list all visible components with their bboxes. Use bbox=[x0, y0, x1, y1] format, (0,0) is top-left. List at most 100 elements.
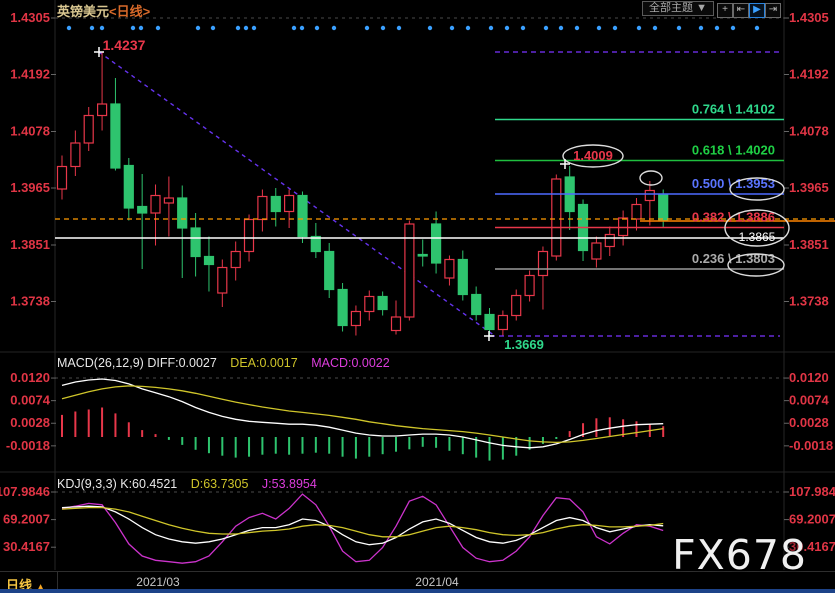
marker-dot bbox=[155, 25, 161, 31]
marker-dot bbox=[754, 25, 760, 31]
price-axis-label-right: 1.3738 bbox=[789, 294, 829, 309]
candle-body bbox=[537, 250, 549, 277]
marker-dot bbox=[636, 25, 642, 31]
high-price-label: 1.4237 bbox=[103, 37, 146, 53]
candle-body bbox=[243, 218, 255, 253]
macd-axis-label-right: 0.0074 bbox=[789, 393, 830, 408]
kdj-axis-label-left: 69.2007 bbox=[3, 512, 50, 527]
macd-axis-label-left: 0.0028 bbox=[10, 415, 50, 430]
candle-body bbox=[604, 233, 615, 248]
kdj-indicator-header[interactable]: KDJ(9,3,3) K:60.4521 D:63.7305 J:53.8954 bbox=[57, 477, 317, 491]
toolbar-iconset: + ⇤ ▶ ⇥ bbox=[717, 0, 781, 18]
candle-body bbox=[431, 223, 442, 264]
marker-dot bbox=[652, 25, 658, 31]
chart-title: 英镑美元<日线> bbox=[57, 1, 150, 20]
marker-dot bbox=[235, 25, 241, 31]
price-axis-label-left: 1.4192 bbox=[10, 67, 50, 82]
crosshair-icon[interactable]: + bbox=[717, 2, 733, 18]
candle-body bbox=[350, 310, 361, 327]
fib-236-ellipse bbox=[727, 253, 785, 277]
kdj-name: KDJ(9,3,3) bbox=[57, 477, 117, 491]
macd-diff-value: DIFF:0.0027 bbox=[147, 356, 217, 370]
candle-body bbox=[177, 197, 188, 229]
price-axis-label-left: 1.3738 bbox=[10, 294, 50, 309]
candle-body bbox=[524, 274, 535, 297]
kdj-axis-label-left: 30.4167 bbox=[3, 539, 50, 554]
shift-chart-icon[interactable]: ⇥ bbox=[765, 2, 781, 18]
kdj-k-line bbox=[61, 505, 664, 546]
macd-axis-label-left: -0.0018 bbox=[6, 438, 50, 453]
fib-level-label: 0.382 \ 1.3886 bbox=[692, 210, 775, 225]
marker-dot bbox=[299, 25, 305, 31]
latest-bars-icon[interactable]: ▶ bbox=[749, 2, 765, 18]
candle-body bbox=[631, 203, 642, 220]
marker-dot bbox=[596, 25, 602, 31]
price-axis-label-right: 1.4078 bbox=[789, 124, 829, 139]
candle-body bbox=[364, 295, 375, 313]
marker-dot bbox=[138, 25, 144, 31]
kdj-axis-label-right: 107.9846 bbox=[789, 484, 835, 499]
marker-dot bbox=[195, 25, 201, 31]
candle-body bbox=[324, 250, 335, 291]
price-axis-label-left: 1.3965 bbox=[10, 180, 50, 195]
marker-dot bbox=[543, 25, 549, 31]
price-axis-label-right: 1.3851 bbox=[789, 237, 829, 252]
marker-dot bbox=[396, 25, 402, 31]
macd-hist-value: MACD:0.0022 bbox=[311, 356, 390, 370]
candle-body bbox=[551, 178, 562, 257]
fib-level-label: 0.618 \ 1.4020 bbox=[692, 143, 775, 158]
triangle-up-icon: ▲ bbox=[35, 582, 46, 593]
candle-body bbox=[83, 114, 94, 144]
macd-indicator-header[interactable]: MACD(26,12,9) DIFF:0.0027 DEA:0.0017 MAC… bbox=[57, 356, 390, 370]
candle-body bbox=[497, 314, 508, 331]
macd-diff-line bbox=[61, 378, 664, 449]
theme-dropdown[interactable]: 全部主题 ▼ bbox=[642, 0, 714, 16]
candle-body bbox=[217, 266, 228, 294]
candle-body bbox=[377, 295, 388, 311]
low-price-label: 1.3669 bbox=[504, 337, 544, 352]
price-axis-label-right: 1.4192 bbox=[789, 67, 829, 82]
marker-dot bbox=[364, 25, 370, 31]
marker-dot bbox=[612, 25, 618, 31]
macd-axis-label-right: 0.0120 bbox=[789, 370, 829, 385]
trend-line bbox=[98, 51, 496, 337]
candle-body bbox=[417, 253, 428, 257]
candle-body bbox=[390, 316, 402, 332]
time-axis-bar: 日线 ▲ 2021/03 2021/04 bbox=[0, 571, 835, 593]
fib-382-current-ellipse bbox=[724, 209, 790, 247]
candle-body bbox=[404, 223, 415, 318]
candle-body bbox=[110, 103, 121, 169]
kdj-j-value: J:53.8954 bbox=[261, 477, 317, 491]
marker-dot bbox=[449, 25, 455, 31]
candle-body bbox=[471, 293, 482, 316]
marker-dot bbox=[427, 25, 433, 31]
macd-axis-label-left: 0.0074 bbox=[10, 393, 51, 408]
fib-level-label: 0.764 \ 1.4102 bbox=[692, 102, 775, 117]
marker-dot bbox=[574, 25, 580, 31]
price-axis-label-left: 1.4078 bbox=[10, 124, 50, 139]
candle-body bbox=[644, 189, 655, 202]
macd-axis-label-right: -0.0018 bbox=[789, 438, 833, 453]
marker-dot bbox=[380, 25, 386, 31]
kdj-d-value: D:63.7305 bbox=[190, 477, 249, 491]
candle-body bbox=[230, 250, 241, 269]
candle-body bbox=[511, 294, 522, 317]
bottom-strip bbox=[0, 589, 835, 593]
candle-body bbox=[444, 258, 455, 279]
axis-range-icon[interactable]: ⇤ bbox=[733, 2, 749, 18]
marker-dot bbox=[698, 25, 704, 31]
candle-body bbox=[591, 242, 602, 260]
macd-name: MACD(26,12,9) bbox=[57, 356, 144, 370]
date-label: 2021/04 bbox=[415, 575, 459, 589]
candle-body bbox=[337, 288, 348, 327]
marker-dot bbox=[66, 25, 72, 31]
candle-body bbox=[284, 194, 295, 213]
candle-body bbox=[257, 195, 268, 221]
chevron-down-icon: ▼ bbox=[696, 1, 707, 14]
candle-body bbox=[457, 258, 468, 296]
candle-body bbox=[310, 235, 321, 253]
marker-dot bbox=[99, 25, 105, 31]
candle-body bbox=[123, 164, 134, 209]
